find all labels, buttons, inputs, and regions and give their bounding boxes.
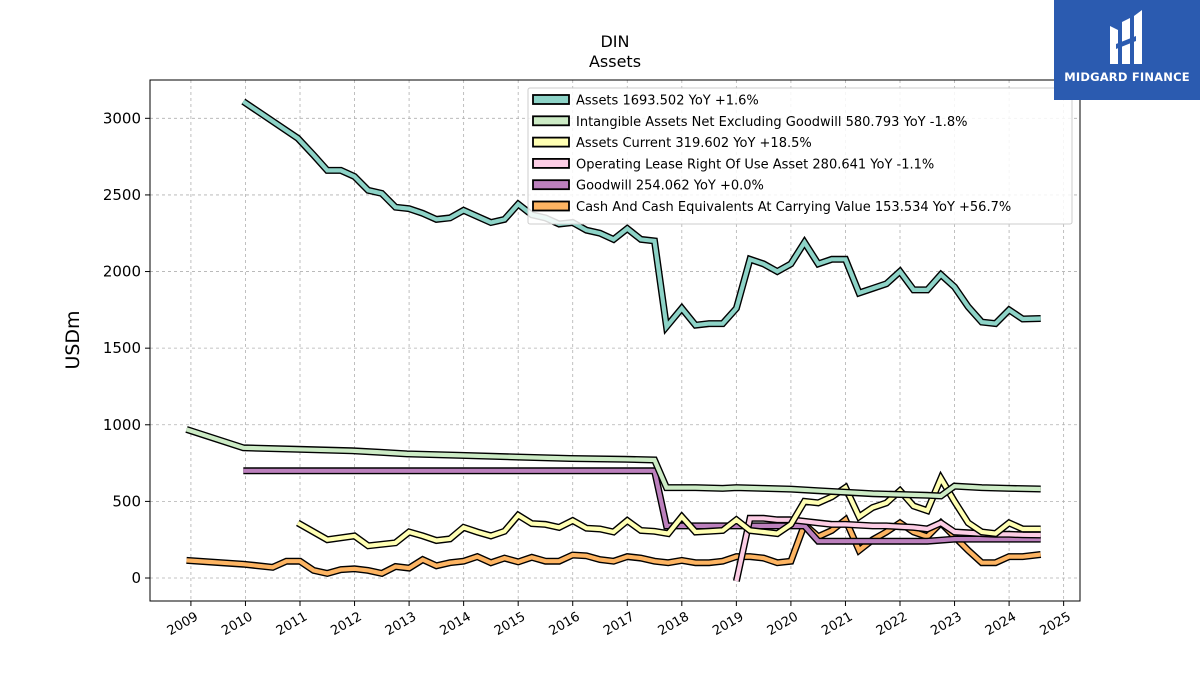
x-tick-label: 2024: [983, 609, 1019, 639]
chart-title: DIN: [600, 32, 629, 51]
legend-swatch: [532, 179, 570, 191]
series-line: [242, 99, 1041, 332]
x-tick-label: 2022: [874, 609, 910, 639]
x-tick-label: 2009: [165, 609, 201, 639]
x-tick-label: 2018: [656, 609, 692, 639]
x-tick-label: 2017: [601, 609, 637, 639]
legend-label: Intangible Assets Net Excluding Goodwill…: [576, 115, 967, 130]
legend-item: Cash And Cash Equivalents At Carrying Va…: [532, 200, 1011, 215]
legend-item: Assets Current 319.602 YoY +18.5%: [532, 136, 812, 151]
series-line: [185, 427, 1041, 499]
x-axis: 2009 2010 2011 2012 2013 2014 2015 2016 2017 2018…: [165, 601, 1074, 639]
x-tick-label: 2023: [928, 609, 964, 639]
x-tick-label: 2020: [765, 609, 801, 639]
brand-logo: MIDGARD FINANCE: [1054, 0, 1200, 100]
legend-item: Intangible Assets Net Excluding Goodwill…: [532, 115, 967, 130]
legend: Assets 1693.502 YoY +1.6% Intangible Asse…: [527, 87, 1073, 225]
legend-label: Goodwill 254.062 YoY +0.0%: [576, 179, 764, 194]
series-3: [296, 470, 1041, 550]
x-tick-label: 2013: [383, 609, 419, 639]
logo-mark-icon: [1110, 10, 1142, 64]
legend-swatch: [532, 200, 570, 212]
logo-text: MIDGARD FINANCE: [1064, 70, 1190, 84]
x-tick-label: 2021: [819, 609, 855, 639]
y-tick-label: 2500: [103, 186, 141, 204]
legend-swatch: [532, 94, 570, 105]
y-tick-label: 1000: [103, 416, 141, 434]
series-layer: [185, 98, 1042, 582]
y-tick-label: 2000: [103, 263, 141, 281]
x-tick-label: 2010: [219, 609, 255, 639]
plot-frame: [149, 79, 1081, 602]
series-2: [185, 426, 1041, 500]
legend-swatch: [532, 115, 570, 127]
x-tick-label: 2019: [710, 609, 746, 639]
x-tick-label: 2025: [1037, 609, 1073, 639]
y-axis: 0 500 1000 1500 2000 2500 3000: [103, 109, 150, 587]
y-tick-label: 1500: [103, 339, 141, 357]
legend-label: Cash And Cash Equivalents At Carrying Va…: [576, 200, 1011, 215]
y-tick-label: 0: [131, 569, 141, 587]
legend-label: Assets Current 319.602 YoY +18.5%: [576, 136, 812, 151]
legend-swatch: [532, 157, 570, 169]
series-line: [243, 468, 1041, 544]
legend-box: [527, 87, 1073, 225]
legend-item: Goodwill 254.062 YoY +0.0%: [532, 179, 764, 194]
x-tick-label: 2012: [328, 609, 364, 639]
x-tick-label: 2014: [437, 609, 473, 639]
legend-item: Assets 1693.502 YoY +1.6%: [532, 94, 759, 109]
legend-item: Operating Lease Right Of Use Asset 280.6…: [532, 157, 934, 172]
x-tick-label: 2016: [547, 609, 583, 639]
series-5: [243, 467, 1041, 545]
legend-label: Assets 1693.502 YoY +1.6%: [576, 94, 759, 109]
x-tick-label: 2011: [274, 609, 310, 639]
chart-subtitle: Assets: [589, 52, 641, 71]
series-1: [241, 98, 1041, 336]
x-tick-label: 2015: [492, 609, 528, 639]
series-line: [296, 473, 1041, 548]
legend-swatch: [532, 136, 570, 148]
y-tick-label: 500: [112, 492, 141, 510]
y-tick-label: 3000: [103, 109, 141, 127]
y-axis-label: USDm: [62, 310, 84, 369]
legend-label: Operating Lease Right Of Use Asset 280.6…: [576, 157, 934, 172]
series-line-outline: [185, 426, 1041, 500]
